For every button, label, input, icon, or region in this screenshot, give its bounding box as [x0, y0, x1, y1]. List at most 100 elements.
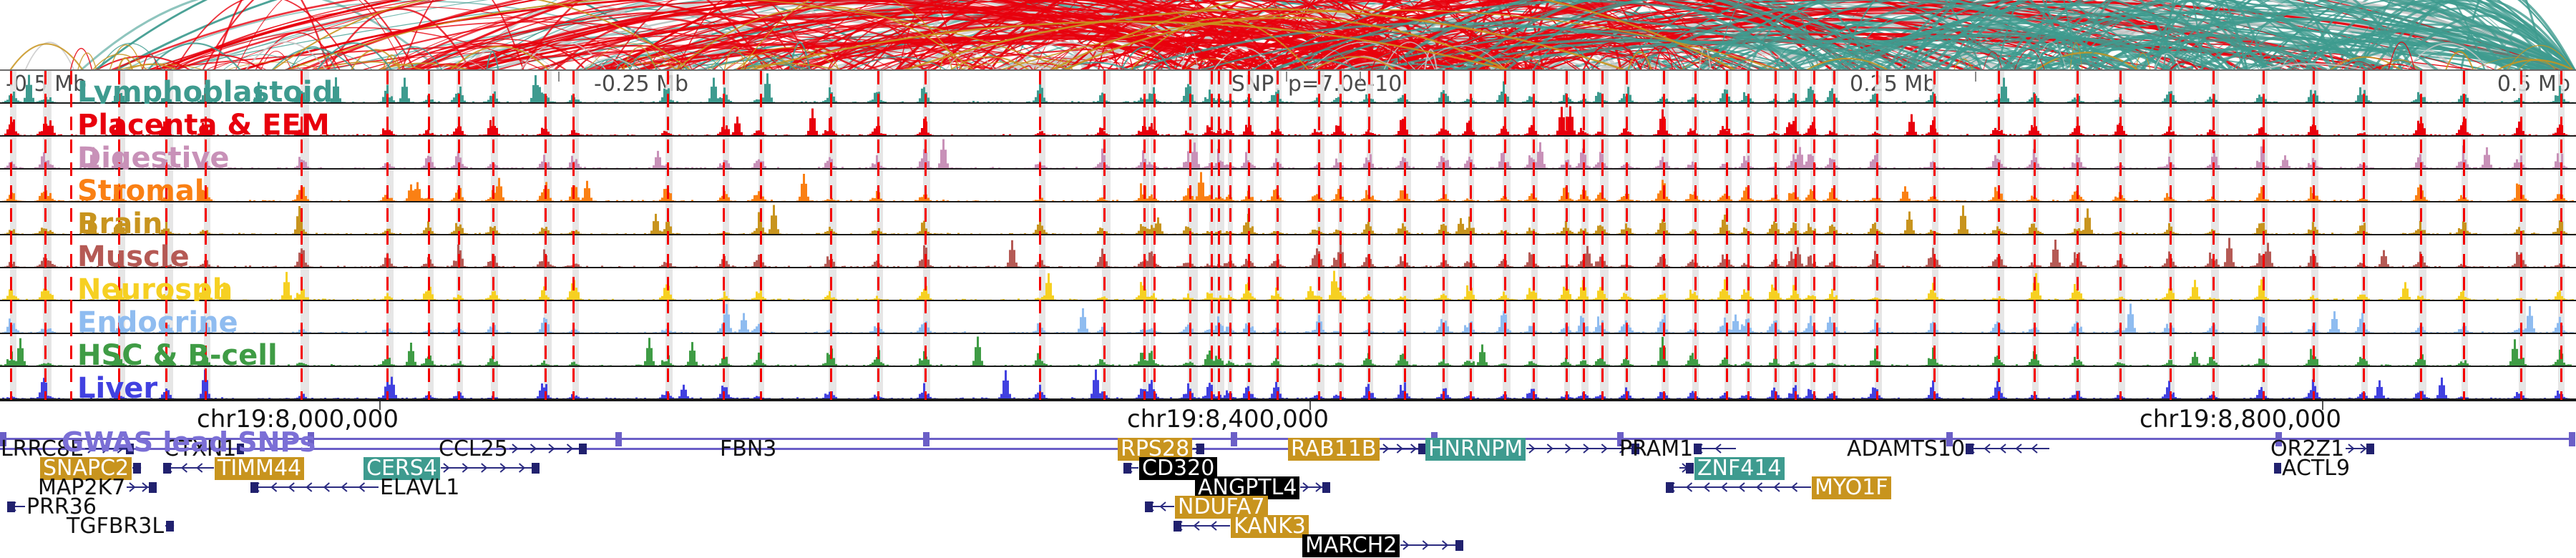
gene-body [132, 459, 142, 478]
signal-plot [0, 137, 2576, 168]
gene-label: OR2Z1 [2270, 436, 2345, 461]
track-separator [0, 366, 2576, 367]
signal-track-stack: Lymphoblastoid Placenta & EEM Digestive Str… [0, 71, 2576, 401]
gene-item[interactable]: SNAPC2 [40, 456, 142, 480]
gene-item[interactable]: ELAVL1 [250, 476, 460, 498]
gene-label: ACTL9 [2282, 455, 2351, 481]
signal-plot [0, 301, 2576, 333]
gene-item[interactable]: ZNF414 [1679, 456, 1785, 480]
signal-track[interactable]: Neurosph [0, 268, 2576, 301]
signal-track[interactable]: Placenta & EEM [0, 104, 2576, 137]
gene-item[interactable]: TGFBR3L [66, 515, 175, 537]
ruler-tick-label: -0.25 Mb [594, 72, 689, 97]
gene-item[interactable]: ACTL9 [2274, 455, 2351, 481]
gene-body [1174, 517, 1231, 536]
track-separator [0, 267, 2576, 268]
gene-label: KANK3 [1231, 514, 1309, 538]
gene-item[interactable]: PRAM1 [1619, 436, 1737, 461]
coordinate-tick [379, 401, 381, 410]
signal-track[interactable]: Brain [0, 202, 2576, 235]
track-label-liver: Liver [77, 372, 158, 400]
gene-label: MYO1F [1812, 476, 1891, 499]
gene-item[interactable]: OR2Z1 [2270, 436, 2375, 461]
gwas-lead-snp-marker[interactable] [615, 432, 622, 446]
gene-item[interactable]: CCL25 [438, 436, 587, 461]
gene-body [1526, 439, 1640, 459]
gwas-lead-snp-marker[interactable] [1617, 432, 1624, 446]
chromatin-interaction-arc-panel [0, 0, 2576, 70]
gene-item[interactable]: MAP2K7 [37, 476, 157, 498]
gene-label: ZNF414 [1694, 456, 1785, 480]
track-separator [0, 168, 2576, 170]
ruler-tick-mark [1286, 72, 1287, 82]
gene-label: PRAM1 [1619, 436, 1694, 461]
signal-track[interactable]: Digestive [0, 137, 2576, 170]
gene-label: CERS4 [364, 456, 440, 480]
gwas-lead-snp-marker[interactable] [923, 432, 930, 446]
gene-item[interactable]: LRRC8E [0, 438, 135, 459]
gene-body [1192, 439, 1205, 459]
signal-plot [0, 202, 2576, 234]
gene-label: CTXN1 [164, 436, 237, 461]
gene-item[interactable]: ADAMTS10 [1846, 438, 2050, 459]
gene-body [440, 459, 540, 478]
track-label-endocrine: Endocrine [77, 306, 238, 334]
signal-track[interactable]: Liver [0, 367, 2576, 400]
track-label-lymphoblastoid: Lymphoblastoid [77, 76, 333, 104]
gene-item[interactable]: HNRNPM [1425, 437, 1640, 461]
gene-body [126, 478, 157, 497]
gene-body [2274, 459, 2281, 478]
gwas-lead-snp-marker[interactable] [308, 432, 314, 446]
track-separator [0, 201, 2576, 202]
gwas-lead-snp-marker[interactable] [0, 432, 6, 446]
signal-plot [0, 334, 2576, 366]
gene-body [250, 478, 379, 497]
gene-label: ANGPTL4 [1195, 476, 1300, 499]
gene-body [1400, 536, 1464, 555]
gene-body [1380, 439, 1427, 459]
gene-item[interactable]: NDUFA7 [1145, 495, 1268, 519]
gene-item[interactable]: CTXN1 [163, 436, 245, 461]
signal-track[interactable]: Stromal [0, 170, 2576, 202]
gene-label: FBN3 [720, 436, 777, 461]
gene-body [1694, 439, 1737, 459]
signal-track[interactable]: Lymphoblastoid [0, 71, 2576, 104]
gwas-lead-snps-label: GWAS lead SNPs [62, 426, 316, 458]
track-label-neurosph: Neurosph [77, 273, 233, 301]
signal-track[interactable]: Endocrine [0, 301, 2576, 334]
gene-label: PRR36 [26, 494, 97, 519]
signal-plot [0, 235, 2576, 267]
gene-item[interactable]: MARCH2 [1302, 534, 1464, 557]
coordinate-tick [1309, 401, 1311, 410]
gene-item[interactable]: MYO1F [1666, 476, 1891, 499]
gene-body [1679, 459, 1694, 478]
gene-body [1145, 497, 1175, 517]
track-label-hsc-b-cell: HSC & B-cell [77, 339, 278, 367]
signal-plot [0, 268, 2576, 300]
gene-item[interactable]: CERS4 [364, 456, 540, 480]
gwas-lead-snp-marker[interactable] [1231, 432, 1237, 446]
gwas-lead-snp-marker[interactable] [1946, 432, 1953, 446]
gwas-lead-snp-marker[interactable] [2569, 432, 2575, 446]
gene-item[interactable]: CD320 [1123, 456, 1218, 480]
signal-track[interactable]: HSC & B-cell [0, 334, 2576, 367]
gene-item[interactable]: PRR36 [7, 494, 97, 519]
gene-body [1666, 478, 1812, 497]
gwas-lead-snp-marker[interactable] [2275, 432, 2282, 446]
gene-label: TIMM44 [215, 456, 305, 480]
signal-track[interactable]: Muscle [0, 235, 2576, 268]
track-separator [0, 398, 2576, 400]
track-label-brain: Brain [77, 207, 163, 235]
track-separator [0, 135, 2576, 137]
gene-item[interactable]: ANGPTL4 [1195, 476, 1331, 499]
gene-item[interactable]: FBN3 [719, 436, 777, 461]
gene-label: CCL25 [439, 436, 508, 461]
gene-body [1123, 459, 1139, 478]
gene-item[interactable]: RPS28 [1118, 437, 1205, 461]
gene-item[interactable]: RAB11B [1288, 437, 1427, 461]
gene-item[interactable]: KANK3 [1174, 514, 1309, 538]
gene-item[interactable]: TIMM44 [163, 456, 305, 480]
signal-plot [0, 367, 2576, 398]
gene-label: RAB11B [1288, 437, 1380, 461]
